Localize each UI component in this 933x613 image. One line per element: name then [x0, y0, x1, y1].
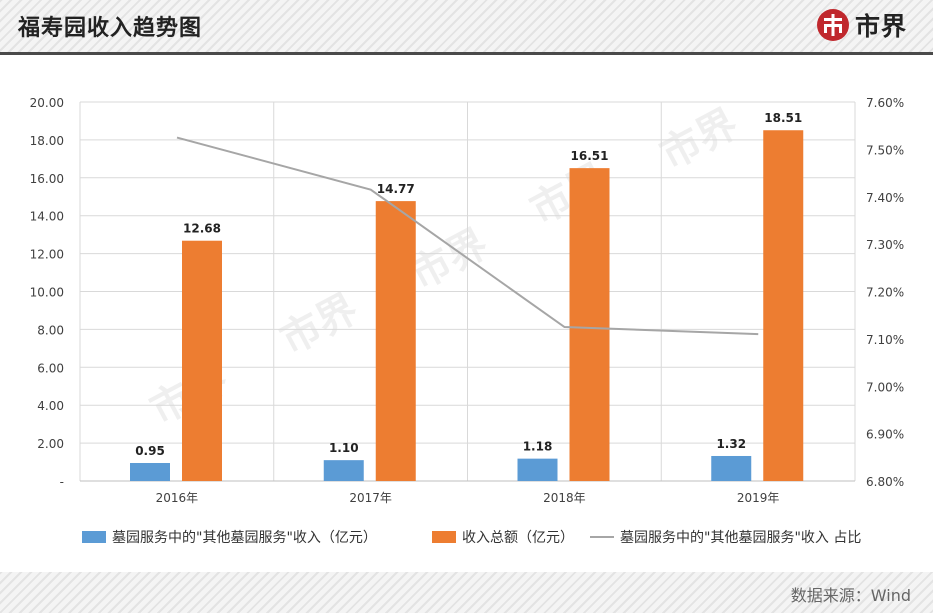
bar-other-revenue [517, 458, 558, 481]
data-label-layer: 0.95 12.68 1.10 14.77 1.18 16.51 1.32 18.51 [135, 111, 802, 458]
source-note: 数据来源：Wind [790, 586, 911, 605]
right-axis-ticks: 6.80% 6.90% 7.00% 7.10% 7.20% 7.30% 7.40% 7.50%… [866, 96, 904, 489]
left-tick-label: 4.00 [37, 399, 64, 413]
legend-label-total: 收入总额（亿元） [462, 530, 574, 546]
data-label-other: 1.18 [523, 440, 553, 454]
bar-other-revenue [323, 460, 364, 481]
x-tick-label: 2018年 [543, 491, 586, 505]
right-tick-label: 7.20% [866, 286, 904, 300]
left-tick-label: 16.00 [30, 172, 64, 186]
right-tick-label: 7.60% [866, 96, 904, 110]
legend-swatch-total [432, 531, 456, 543]
x-axis-ticks: 2016年 2017年 2018年 2019年 [156, 491, 780, 505]
bar-total-revenue [375, 201, 416, 481]
x-tick-label: 2016年 [156, 491, 199, 505]
bar-other-revenue [711, 455, 752, 481]
right-tick-label: 6.80% [866, 475, 904, 489]
bar-other-revenue [130, 462, 170, 481]
left-tick-label: 14.00 [30, 210, 64, 224]
share-line [176, 136, 759, 336]
right-tick-label: 7.40% [866, 191, 904, 205]
left-tick-label: 20.00 [30, 96, 64, 110]
header-divider [0, 52, 933, 55]
bar-layer [130, 130, 804, 481]
left-tick-label: 2.00 [37, 437, 64, 451]
data-label-other: 1.32 [716, 437, 746, 451]
bar-total-revenue [763, 130, 804, 481]
right-tick-label: 7.50% [866, 143, 904, 157]
x-tick-label: 2017年 [349, 491, 392, 505]
right-tick-label: 6.90% [866, 428, 904, 442]
data-label-total: 18.51 [764, 111, 802, 125]
x-tick-label: 2019年 [737, 491, 780, 505]
data-label-other: 1.10 [329, 441, 359, 455]
chart-legend: 墓园服务中的"其他墓园服务"收入（亿元） 收入总额（亿元） 墓园服务中的"其他墓园服… [82, 530, 861, 546]
left-tick-label: 12.00 [30, 248, 64, 262]
page-title: 福寿园收入趋势图 [18, 16, 203, 41]
watermark-text: 市界 [273, 286, 365, 364]
legend-label-other: 墓园服务中的"其他墓园服务"收入（亿元） [112, 530, 377, 546]
legend-label-share: 墓园服务中的"其他墓园服务"收入 占比 [620, 530, 861, 546]
logo-icon [817, 9, 849, 41]
data-label-total: 14.77 [377, 182, 415, 196]
data-label-other: 0.95 [135, 444, 165, 458]
left-tick-label: 8.00 [37, 323, 64, 337]
logo-text: 市界 [855, 12, 908, 41]
left-tick-label: 18.00 [30, 134, 64, 148]
left-tick-label: 6.00 [37, 361, 64, 375]
right-tick-label: 7.30% [866, 238, 904, 252]
line-layer [176, 136, 759, 336]
bar-total-revenue [182, 240, 222, 481]
legend-swatch-other [82, 531, 106, 543]
footer-bar: 数据来源：Wind [0, 572, 933, 613]
left-tick-label: 10.00 [30, 286, 64, 300]
right-tick-label: 7.00% [866, 380, 904, 394]
left-axis-ticks: - 2.00 4.00 6.00 8.00 10.00 12.00 14.00 16.00 18.… [30, 96, 64, 489]
right-tick-label: 7.10% [866, 333, 904, 347]
bar-total-revenue [569, 168, 610, 481]
brand-logo: 市界 [816, 7, 907, 43]
data-label-total: 12.68 [183, 222, 221, 236]
watermark-text: 市界 [403, 221, 495, 299]
left-tick-label: - [60, 475, 64, 489]
data-label-total: 16.51 [571, 149, 609, 163]
header-bar: 福寿园收入趋势图 市界 [0, 0, 933, 52]
